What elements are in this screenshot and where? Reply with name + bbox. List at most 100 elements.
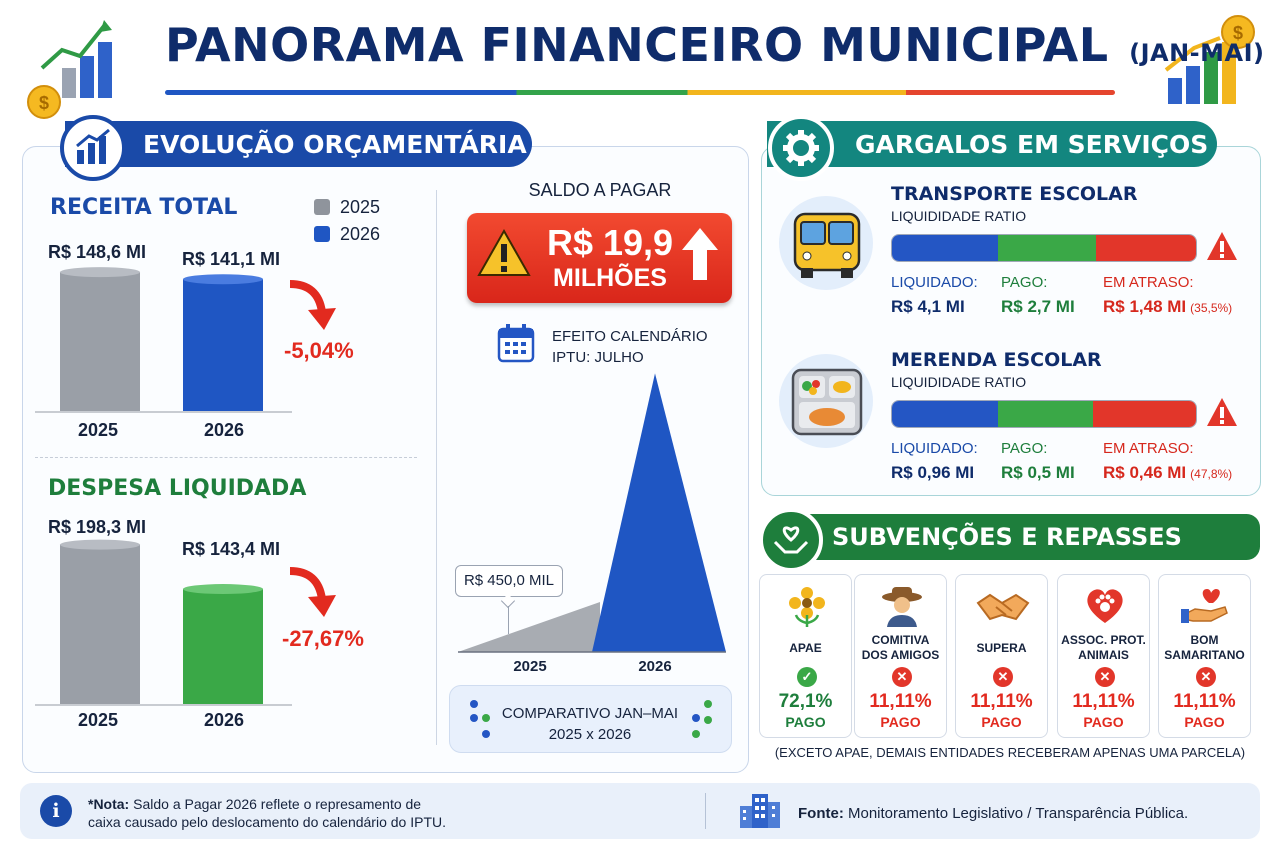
subv-card-animais-name-1: ASSOC. PROT. xyxy=(1061,633,1146,647)
page-title: PANORAMA FINANCEIRO MUNICIPAL (JAN-MAI) xyxy=(165,18,1265,72)
receita-title: RECEITA TOTAL xyxy=(50,195,238,220)
despesa-bar-top-2025 xyxy=(60,539,140,550)
subv-card-supera-pct: 11,11% xyxy=(970,691,1033,712)
garg-1-sub: LIQUIDIDADE RATIO xyxy=(891,208,1027,224)
meal-tray-icon xyxy=(791,368,863,436)
gear-icon xyxy=(768,115,834,181)
effect-line2: IPTU: JULHO xyxy=(552,349,644,366)
vertical-divider xyxy=(436,190,437,745)
receita-2025-axis: 2025 xyxy=(77,420,119,440)
footer-note-line2: caixa causado pelo deslocamento do calen… xyxy=(88,814,446,830)
despesa-2026-value: R$ 143,4 MI xyxy=(182,539,281,559)
garg-1-liq-segment xyxy=(892,235,999,261)
garg-1-pago-label: PAGO: xyxy=(1001,274,1048,291)
subv-card-comitiva: COMITIVA DOS AMIGOS ✕ 11,11% PAGO xyxy=(854,574,947,738)
handshake-icon xyxy=(976,593,1030,621)
despesa-bar-2026 xyxy=(183,589,263,705)
building-icon xyxy=(740,794,780,828)
x-icon: ✕ xyxy=(1095,667,1115,687)
subv-card-apae: APAE ✓ 72,1% PAGO xyxy=(759,574,852,738)
receita-2026-axis: 2026 xyxy=(203,420,245,440)
subv-card-samaritano-status: PAGO xyxy=(1184,714,1225,730)
receita-2026-value: R$ 141,1 MI xyxy=(182,249,281,269)
check-icon: ✓ xyxy=(797,667,817,687)
section-divider xyxy=(35,457,417,458)
flower-icon xyxy=(789,587,825,627)
comparison-line2: 2025 x 2026 xyxy=(548,726,632,743)
despesa-bar-2025 xyxy=(60,544,140,705)
saldo-2025-callout: R$ 450,0 MIL xyxy=(455,565,563,597)
comparison-line1: COMPARATIVO JAN–MAI xyxy=(501,705,679,722)
subvencoes-banner: SUBVENÇÕES E REPASSES xyxy=(760,514,1260,560)
footer-source-prefix: Fonte: xyxy=(798,805,844,822)
subv-card-samaritano-name-1: BOM xyxy=(1190,633,1219,647)
saldo-label: SALDO A PAGAR xyxy=(528,180,672,200)
saldo-2026-axis: 2026 xyxy=(638,658,672,675)
garg-1-atraso-pct: (35,5%) xyxy=(1190,301,1233,315)
despesa-title: DESPESA LIQUIDADA xyxy=(48,476,307,501)
despesa-2026-axis: 2026 xyxy=(203,710,245,730)
receita-bar-chart xyxy=(35,267,292,413)
comparison-dots-right-icon xyxy=(692,700,712,738)
despesa-down-arrow-icon xyxy=(289,567,336,617)
garg-2-atraso-segment xyxy=(1092,401,1196,427)
garg-1-atraso-segment xyxy=(1095,235,1196,261)
receita-down-arrow-icon xyxy=(289,280,336,330)
despesa-bar-top-2026 xyxy=(183,584,263,595)
x-icon: ✕ xyxy=(892,667,912,687)
despesa-bar-chart xyxy=(35,539,292,706)
subv-card-comitiva-name-2: DOS AMIGOS xyxy=(861,648,940,662)
garg-1-liq-value: R$ 4,1 MI xyxy=(891,297,965,316)
garg-1-pago-segment xyxy=(998,235,1096,261)
gargalos-banner-label: GARGALOS EM SERVIÇOS xyxy=(855,129,1209,159)
garg-2-atraso-value: R$ 0,46 MI (47,8%) xyxy=(1103,463,1232,483)
garg-2-liq-segment xyxy=(892,401,999,427)
subv-card-comitiva-pct: 11,11% xyxy=(869,691,932,712)
garg-2-atraso-label: EM ATRASO: xyxy=(1103,440,1194,457)
up-arrow-icon xyxy=(682,228,718,280)
subv-card-supera-status: PAGO xyxy=(981,714,1022,730)
x-icon: ✕ xyxy=(1196,667,1216,687)
garg-2-liq-label: LIQUIDADO: xyxy=(891,440,978,457)
comparison-dots-left-icon xyxy=(470,700,490,738)
despesa-variation: -27,67% xyxy=(282,626,364,651)
svg-text:$: $ xyxy=(1233,23,1243,43)
subv-card-samaritano: BOM SAMARITANO ✕ 11,11% PAGO xyxy=(1158,574,1251,738)
garg-1-name: TRANSPORTE ESCOLAR xyxy=(891,183,1138,205)
evolucao-banner: EVOLUÇÃO ORÇAMENTÁRIA xyxy=(65,121,532,167)
subv-card-supera: SUPERA ✕ 11,11% PAGO xyxy=(955,574,1048,738)
header-chart-icon-right: $ xyxy=(1160,12,1260,112)
subvencoes-note: (EXCETO APAE, DEMAIS ENTIDADES RECEBERAM… xyxy=(774,745,1246,760)
saldo-area-2026 xyxy=(592,373,726,652)
heart-hands-icon xyxy=(759,508,823,572)
garg-1-atraso-value: R$ 1,48 MI (35,5%) xyxy=(1103,297,1232,317)
paw-heart-icon xyxy=(1087,589,1123,623)
footer-source: Fonte: Monitoramento Legislativo / Trans… xyxy=(798,805,1248,822)
receita-bar-2025 xyxy=(60,272,140,412)
despesa-2025-value: R$ 198,3 MI xyxy=(48,517,147,537)
subv-card-animais-pct: 11,11% xyxy=(1072,691,1135,712)
garg-1-alert-icon xyxy=(1207,232,1237,260)
garg-1-pago-value: R$ 2,7 MI xyxy=(1001,297,1075,316)
footer-source-text: Monitoramento Legislativo / Transparênci… xyxy=(843,805,1189,822)
saldo-unit: MILHÕES xyxy=(553,264,667,292)
subv-card-apae-pct: 72,1% xyxy=(778,691,833,712)
garg-1-liq-label: LIQUIDADO: xyxy=(891,274,978,291)
garg-2-ratio-bar xyxy=(891,400,1197,428)
warning-icon xyxy=(477,228,531,276)
school-bus-icon xyxy=(793,212,861,278)
subvencoes-banner-label: SUBVENÇÕES E REPASSES xyxy=(832,523,1182,551)
garg-2-atraso-pct: (47,8%) xyxy=(1190,467,1233,481)
evolucao-banner-label: EVOLUÇÃO ORÇAMENTÁRIA xyxy=(143,129,527,159)
saldo-area-2025 xyxy=(458,602,600,652)
calendar-icon xyxy=(497,324,535,363)
subv-card-animais-name-2: ANIMAIS xyxy=(1078,648,1129,662)
despesa-2025-axis: 2025 xyxy=(77,710,119,730)
cowboy-icon xyxy=(882,587,922,627)
garg-1-atraso-label: EM ATRASO: xyxy=(1103,274,1194,291)
title-underline xyxy=(165,90,1115,95)
footer-note: *Nota: Saldo a Pagar 2026 reflete o repr… xyxy=(88,795,648,831)
receita-2025-value: R$ 148,6 MI xyxy=(48,242,147,262)
receita-bar-2026 xyxy=(183,279,263,412)
subv-card-apae-name: APAE xyxy=(789,641,822,655)
